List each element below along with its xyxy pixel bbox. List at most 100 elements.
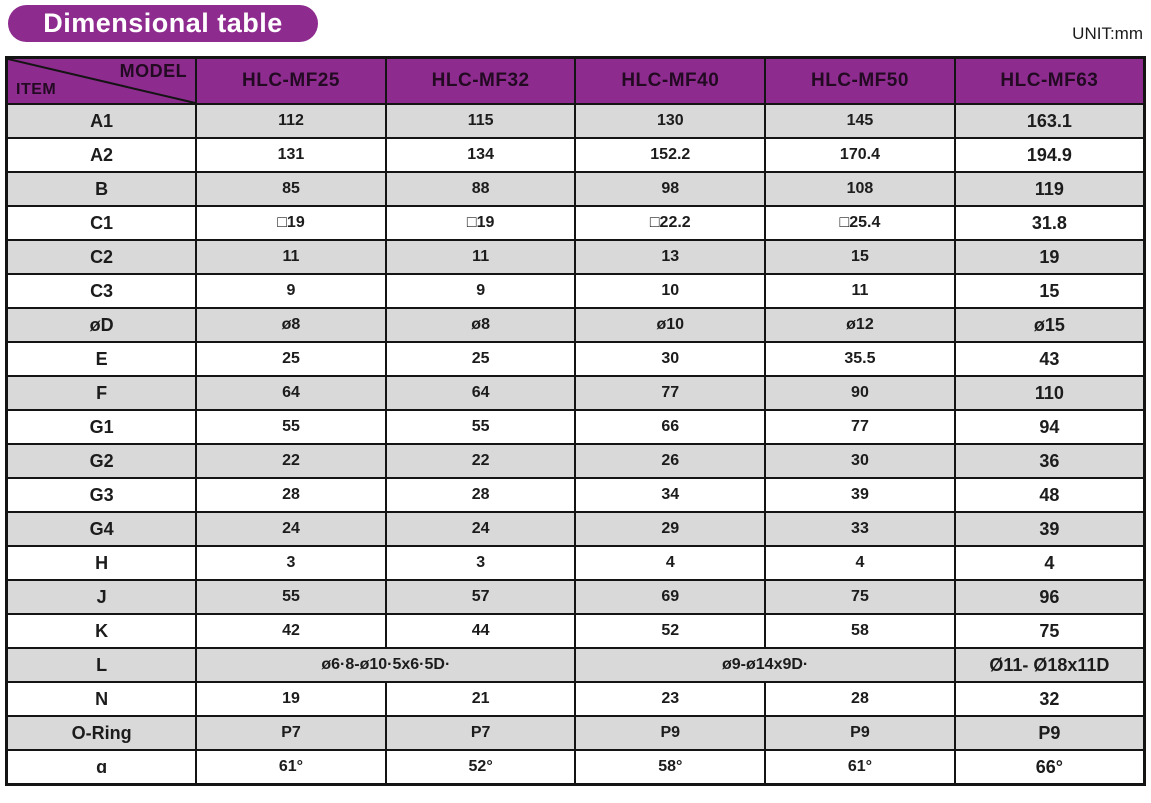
- item-label: H: [5, 545, 198, 581]
- item-label: N: [5, 681, 198, 717]
- column-header: HLC-MF50: [764, 56, 956, 105]
- table-row: K 42 44 52 58 75: [5, 613, 1146, 649]
- value-cell: 29: [574, 511, 767, 547]
- table-row: G1 55 55 66 77 94: [5, 409, 1146, 445]
- value-cell: 44: [384, 613, 577, 649]
- value-cell: □22.2: [574, 205, 767, 241]
- value-cell: 30: [764, 443, 956, 479]
- value-cell: 39: [764, 477, 956, 513]
- value-cell: 42: [195, 613, 387, 649]
- corner-model-label: MODEL: [119, 61, 188, 81]
- value-cell: P9: [574, 715, 767, 751]
- value-cell: 22: [384, 443, 577, 479]
- value-cell: 90: [764, 375, 956, 411]
- value-cell: 3: [384, 545, 577, 581]
- title-badge: Dimensional table: [8, 5, 318, 42]
- table-row: F 64 64 77 90 110: [5, 375, 1146, 411]
- table-row: E 25 25 30 35.5 43: [5, 341, 1146, 377]
- table-row: A2 131 134 152.2 170.4 194.9: [5, 137, 1146, 173]
- value-cell: P9: [764, 715, 956, 751]
- item-label: C2: [5, 239, 198, 275]
- value-cell: 3: [195, 545, 387, 581]
- item-label: C1: [5, 205, 198, 241]
- value-cell: Ø11- Ø18x11D: [953, 647, 1146, 683]
- value-cell: 64: [195, 375, 387, 411]
- value-cell: 31.8: [953, 205, 1146, 241]
- value-cell: 33: [764, 511, 956, 547]
- value-cell: 28: [764, 681, 956, 717]
- table-row: øD ø8 ø8 ø10 ø12 ø15: [5, 307, 1146, 343]
- table-row: J 55 57 69 75 96: [5, 579, 1146, 615]
- value-cell: 19: [195, 681, 387, 717]
- item-label: A2: [5, 137, 198, 173]
- table-row: G2 22 22 26 30 36: [5, 443, 1146, 479]
- value-cell: 110: [953, 375, 1146, 411]
- item-label: A1: [5, 103, 198, 139]
- value-cell: 58: [764, 613, 956, 649]
- value-cell: 21: [384, 681, 577, 717]
- value-cell: 22: [195, 443, 387, 479]
- value-cell: 75: [764, 579, 956, 615]
- table-row: G4 24 24 29 33 39: [5, 511, 1146, 547]
- table-row: A1 112 115 130 145 163.1: [5, 103, 1146, 139]
- item-label: G4: [5, 511, 198, 547]
- value-cell: ø9-ø14x9D·: [574, 647, 956, 683]
- item-label: ɑ: [5, 749, 198, 786]
- value-cell: ø15: [953, 307, 1146, 343]
- value-cell: ø10: [574, 307, 767, 343]
- value-cell: 19: [953, 239, 1146, 275]
- table-row: G3 28 28 34 39 48: [5, 477, 1146, 513]
- value-cell: 43: [953, 341, 1146, 377]
- item-label: øD: [5, 307, 198, 343]
- table-row: C3 9 9 10 11 15: [5, 273, 1146, 309]
- value-cell: 11: [764, 273, 956, 309]
- value-cell: 163.1: [953, 103, 1146, 139]
- value-cell: 119: [953, 171, 1146, 207]
- value-cell: 96: [953, 579, 1146, 615]
- value-cell: 9: [384, 273, 577, 309]
- value-cell: 64: [384, 375, 577, 411]
- item-label: F: [5, 375, 198, 411]
- value-cell: 108: [764, 171, 956, 207]
- value-cell: 152.2: [574, 137, 767, 173]
- value-cell: 98: [574, 171, 767, 207]
- value-cell: □19: [195, 205, 387, 241]
- value-cell: 23: [574, 681, 767, 717]
- value-cell: 112: [195, 103, 387, 139]
- value-cell: 55: [195, 579, 387, 615]
- column-header: HLC-MF40: [574, 56, 767, 105]
- item-label: L: [5, 647, 198, 683]
- value-cell: 194.9: [953, 137, 1146, 173]
- table-body: A1 112 115 130 145 163.1 A2 131 134 152.2 170.4 194…: [5, 103, 1146, 786]
- table-row: ɑ 61° 52° 58° 61° 66°: [5, 749, 1146, 786]
- item-label: O-Ring: [5, 715, 198, 751]
- column-header: HLC-MF25: [195, 56, 387, 105]
- value-cell: 94: [953, 409, 1146, 445]
- header-row: MODEL ITEM HLC-MF25 HLC-MF32 HLC-MF40 HLC-M…: [5, 56, 1146, 105]
- value-cell: 35.5: [764, 341, 956, 377]
- value-cell: 28: [195, 477, 387, 513]
- value-cell: 134: [384, 137, 577, 173]
- item-label: J: [5, 579, 198, 615]
- value-cell: 15: [764, 239, 956, 275]
- item-label: G3: [5, 477, 198, 513]
- value-cell: 10: [574, 273, 767, 309]
- value-cell: 32: [953, 681, 1146, 717]
- table-row: O-Ring P7 P7 P9 P9 P9: [5, 715, 1146, 751]
- value-cell: 26: [574, 443, 767, 479]
- item-label: G1: [5, 409, 198, 445]
- value-cell: 131: [195, 137, 387, 173]
- value-cell: ø6·8-ø10·5x6·5D·: [195, 647, 577, 683]
- dimensional-table: MODEL ITEM HLC-MF25 HLC-MF32 HLC-MF40 HLC-M…: [5, 56, 1146, 786]
- column-header: HLC-MF32: [384, 56, 577, 105]
- value-cell: 66: [574, 409, 767, 445]
- value-cell: 25: [195, 341, 387, 377]
- diagonal-line: [8, 59, 195, 103]
- item-label: E: [5, 341, 198, 377]
- item-label: C3: [5, 273, 198, 309]
- value-cell: 48: [953, 477, 1146, 513]
- value-cell: 9: [195, 273, 387, 309]
- value-cell: 170.4: [764, 137, 956, 173]
